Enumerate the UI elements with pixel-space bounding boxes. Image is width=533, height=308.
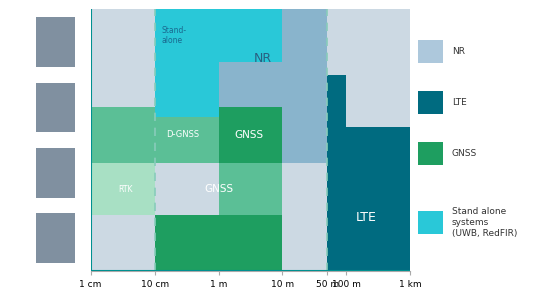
Bar [219, 107, 282, 163]
FancyBboxPatch shape [418, 142, 443, 165]
Bar [91, 9, 410, 75]
Bar [91, 107, 282, 163]
Bar [219, 163, 282, 215]
Text: GNSS: GNSS [452, 149, 477, 158]
FancyBboxPatch shape [36, 213, 75, 263]
Text: NR: NR [254, 52, 272, 65]
Bar [327, 127, 410, 163]
Text: GNSS: GNSS [204, 184, 233, 194]
Text: NR: NR [452, 47, 465, 56]
Bar [155, 215, 282, 271]
Bar [91, 206, 410, 271]
FancyBboxPatch shape [418, 91, 443, 114]
Bar [155, 9, 282, 62]
Bar [91, 163, 155, 215]
FancyBboxPatch shape [418, 211, 443, 234]
Bar [282, 107, 327, 163]
Bar [327, 75, 346, 127]
Bar [219, 9, 327, 107]
FancyBboxPatch shape [36, 17, 75, 67]
Bar [91, 75, 410, 140]
Text: Stand alone
systems
(UWB, RedFIR): Stand alone systems (UWB, RedFIR) [452, 207, 518, 238]
Bar [155, 62, 219, 117]
Text: GNSS: GNSS [235, 130, 264, 140]
Text: RTK: RTK [118, 185, 133, 194]
Bar [327, 163, 410, 271]
FancyBboxPatch shape [36, 83, 75, 132]
Text: LTE: LTE [452, 98, 467, 107]
Text: D-GNSS: D-GNSS [166, 130, 199, 140]
Text: LTE: LTE [356, 211, 376, 224]
FancyBboxPatch shape [418, 40, 443, 63]
Text: Stand-
alone: Stand- alone [162, 26, 187, 45]
FancyBboxPatch shape [36, 148, 75, 198]
Bar [91, 140, 410, 206]
